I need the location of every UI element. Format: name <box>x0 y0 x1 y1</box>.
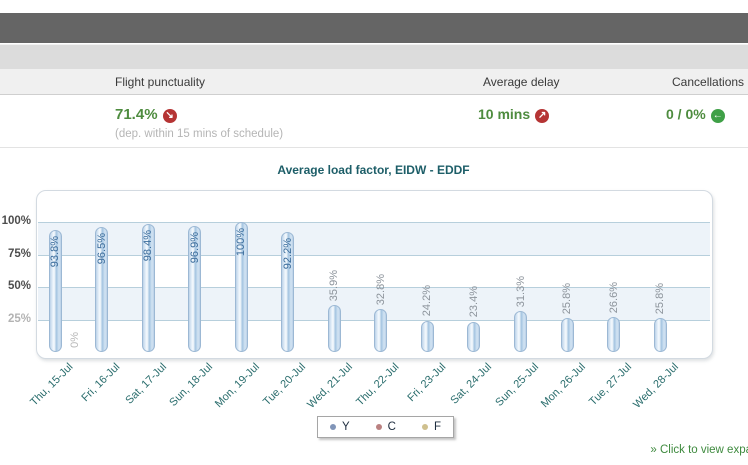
x-axis-tick-label: Wed, 21-Jul <box>304 361 355 411</box>
bar-value-label: 25.8% <box>561 283 574 315</box>
legend-dot-icon <box>375 424 382 430</box>
bar-value-label: 96.5% <box>95 232 108 264</box>
bar-value-label: 98.4% <box>142 230 155 262</box>
punctuality-value: 71.4% <box>115 106 158 123</box>
stats-header-band <box>0 69 748 95</box>
y-axis-tick-label: 100% <box>1 215 31 227</box>
bar-value-label: 23.4% <box>467 286 480 318</box>
x-axis-tick-label: Sat, 24-Jul <box>448 361 495 407</box>
bar <box>514 311 527 352</box>
bar-value-label: 93.8% <box>49 236 61 268</box>
bar <box>141 224 155 352</box>
gridline <box>38 254 710 256</box>
legend-item-y[interactable]: Y <box>330 421 350 433</box>
bar-value-label: 35.9% <box>328 270 341 302</box>
arrow-down-right-icon: ↘ <box>162 109 177 123</box>
secondary-bar <box>0 44 748 69</box>
bar-value-label: 32.8% <box>374 274 387 306</box>
x-axis-tick-label: Wed, 28-Jul <box>630 361 681 411</box>
bar-value-label: 24.2% <box>421 285 434 317</box>
plot-band <box>38 222 710 255</box>
arrow-back-icon: ← <box>710 109 725 123</box>
zero-value-label: 0% <box>69 332 81 348</box>
cancellations-value: 0 / 0% <box>666 106 706 122</box>
bar <box>48 230 62 352</box>
legend-dot-icon <box>421 424 428 430</box>
y-axis-tick-label: 25% <box>7 312 31 325</box>
cancellations-header: Cancellations <box>672 75 745 89</box>
gridline <box>38 287 710 288</box>
delay-value-row: 10 mins ↗ <box>478 106 550 123</box>
punctuality-header: Flight punctuality <box>115 75 206 89</box>
bar <box>420 320 434 352</box>
gridline <box>38 319 710 321</box>
legend-label: F <box>433 421 442 433</box>
x-axis-tick-label: Fri, 16-Jul <box>78 361 123 405</box>
arrow-up-right-icon: ↗ <box>535 109 550 123</box>
bar <box>374 309 388 352</box>
x-axis-tick-label: Sat, 17-Jul <box>122 361 169 407</box>
bar <box>653 318 667 352</box>
legend-label: Y <box>342 421 350 433</box>
delay-value: 10 mins <box>478 106 531 122</box>
x-axis-tick-label: Tue, 20-Jul <box>261 361 309 409</box>
top-dark-bar <box>0 13 748 43</box>
x-axis-tick-label: Thu, 15-Jul <box>28 361 76 409</box>
bar <box>234 222 248 352</box>
bar-value-label: 31.3% <box>514 276 527 308</box>
bar-value-label: 96.9% <box>188 232 201 264</box>
x-axis-tick-label: Sun, 18-Jul <box>167 361 216 409</box>
bar-value-label: 100% <box>235 228 248 257</box>
bar-value-label: 25.8% <box>654 283 667 315</box>
legend-item-c[interactable]: C <box>375 421 396 433</box>
bar <box>560 318 574 352</box>
section-divider <box>0 147 748 148</box>
x-axis-tick-label: Fri, 23-Jul <box>404 361 448 405</box>
legend-item-f[interactable]: F <box>421 421 442 433</box>
cancellations-value-row: 0 / 0% ← <box>666 106 725 123</box>
chart-title: Average load factor, EIDW - EDDF <box>277 163 470 177</box>
bar <box>607 317 621 352</box>
punctuality-caption: (dep. within 15 mins of schedule) <box>115 128 284 140</box>
y-axis-tick-label: 75% <box>7 247 31 260</box>
delay-header: Average delay <box>483 75 560 89</box>
bar <box>467 321 481 352</box>
y-axis-tick-label: 50% <box>7 280 31 292</box>
x-axis-tick-label: Thu, 22-Jul <box>353 361 402 409</box>
expand-link[interactable]: » Click to view expa <box>650 444 748 456</box>
bar <box>327 305 341 352</box>
legend-label: C <box>387 421 396 433</box>
x-axis-tick-label: Tue, 27-Jul <box>586 361 635 409</box>
bar <box>95 226 109 352</box>
x-axis-tick-label: Mon, 26-Jul <box>538 361 588 411</box>
x-axis-tick-label: Sun, 25-Jul <box>493 361 541 409</box>
legend-dot-icon <box>330 424 336 430</box>
bar-value-label: 92.2% <box>281 238 294 270</box>
bar <box>281 232 295 352</box>
bar <box>188 226 202 352</box>
gridline <box>38 222 710 223</box>
punctuality-value-row: 71.4% ↘ <box>115 106 177 123</box>
x-axis-tick-label: Mon, 19-Jul <box>212 361 262 411</box>
bar-value-label: 26.6% <box>607 282 620 314</box>
